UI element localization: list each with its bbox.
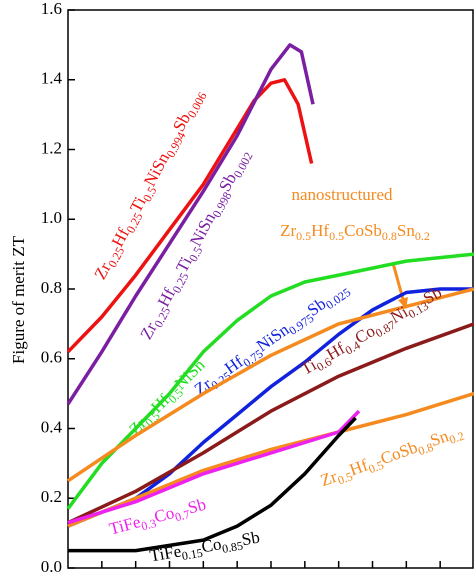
- series-line: [67, 322, 474, 525]
- y-tick-label: 0.8: [41, 278, 62, 297]
- series-line: [66, 252, 474, 510]
- annotation: nanostructured: [291, 185, 393, 204]
- series-label: Zr0.5Hf0.5CoSb0.8Sn0.2: [318, 421, 466, 493]
- y-axis-label: Figure of merit ZT: [9, 235, 28, 364]
- y-tick-label: 1.4: [41, 69, 63, 88]
- series-label: TiFe0.3Co0.7Sb: [107, 494, 209, 541]
- series-line: [68, 416, 357, 553]
- y-tick-label: 0.6: [41, 348, 62, 367]
- series-line: [67, 391, 474, 528]
- y-tick-label: 0.4: [41, 417, 63, 436]
- y-tick-label: 1.6: [41, 0, 62, 18]
- series-label: Zr0.5Hf0.5CoSb0.8Sn0.2: [280, 221, 430, 243]
- y-tick-label: 1.0: [41, 208, 62, 227]
- series-line: [66, 43, 315, 406]
- y-tick-label: 1.2: [41, 138, 62, 157]
- y-tick-label: 0.2: [41, 487, 62, 506]
- series-line: [67, 287, 474, 483]
- series-line: [67, 409, 361, 525]
- plot-frame: [67, 9, 474, 569]
- series-label: TiFe0.15Co0.85Sb: [148, 527, 261, 568]
- series-line: [66, 78, 314, 354]
- series-line: [67, 287, 474, 528]
- y-tick-label: 0.0: [41, 557, 62, 574]
